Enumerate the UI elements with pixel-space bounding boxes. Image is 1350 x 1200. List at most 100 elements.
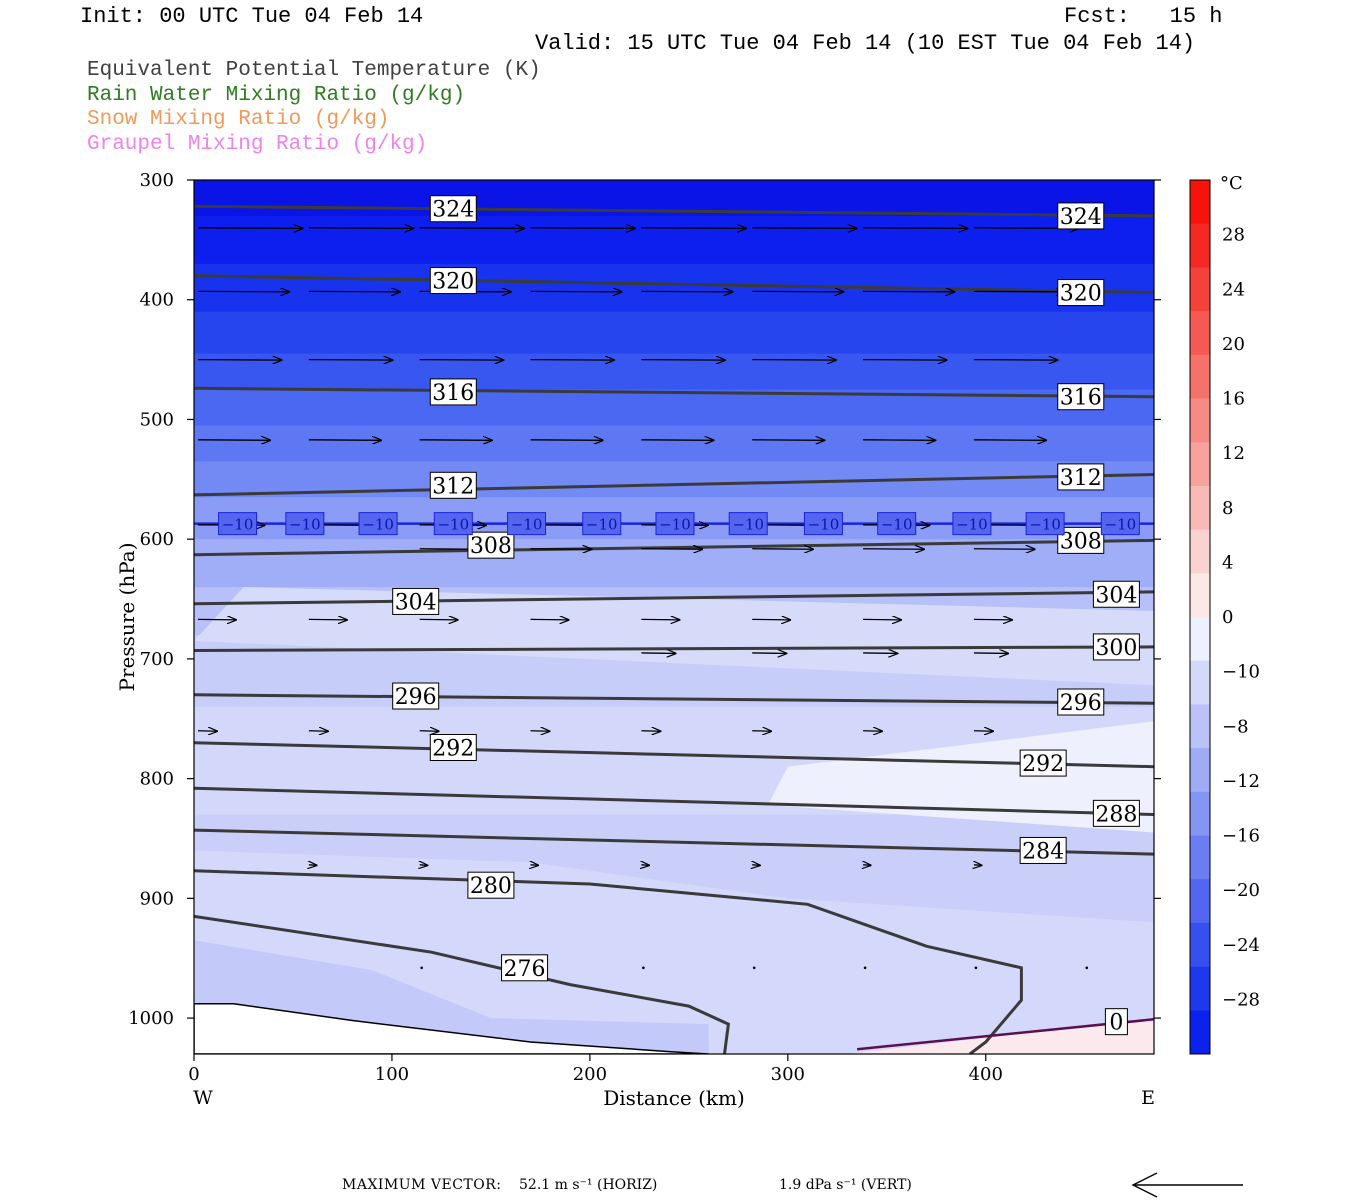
wind-vector [419, 440, 492, 441]
contour-label-box [392, 587, 440, 615]
colorbar-tick-label: 4 [1222, 552, 1233, 573]
colorbar-tick-label: −28 [1222, 989, 1260, 1010]
contour-label-box [1057, 526, 1105, 554]
wind-vector [863, 291, 954, 292]
isotherm-label-box [358, 512, 398, 536]
wind-vector [1085, 966, 1089, 970]
wind-vector [197, 291, 289, 292]
wind-vector [863, 865, 871, 866]
wind-vector [973, 653, 1008, 654]
colorbar-band-9 [1190, 573, 1210, 618]
contour-label: 308 [470, 534, 512, 559]
colorbar-band-3 [1190, 311, 1210, 356]
contour-label: 312 [1060, 466, 1102, 491]
y-tick-label: 400 [140, 290, 174, 311]
colorbar-tick-label: 20 [1222, 334, 1245, 355]
wind-vector [530, 360, 615, 361]
wind-vector [641, 291, 732, 292]
contour-label: 292 [1022, 752, 1064, 777]
contour-label-box [1057, 463, 1105, 491]
isotherm-label-box [285, 512, 325, 536]
temp-band-7 [194, 461, 1154, 498]
contour-label-box [1057, 383, 1105, 411]
isotherm-label: −10 [808, 516, 840, 534]
wind-vector [973, 360, 1058, 361]
wind-vector [641, 440, 713, 441]
wind-vector [863, 619, 901, 620]
temp-band-13 [194, 814, 1154, 1054]
colorbar-band-14 [1190, 791, 1210, 836]
temp-band-6 [194, 425, 1154, 462]
contour-label: 324 [432, 198, 474, 223]
wind-vector [863, 440, 935, 441]
contour-label-box [501, 954, 549, 982]
theta-e-contour-312 [194, 473, 1154, 497]
wind-vector [419, 619, 458, 620]
legend-graupel: Graupel Mixing Ratio (g/kg) [87, 133, 428, 156]
theta-e-contour-300 [194, 645, 1154, 652]
wind-vector [197, 525, 265, 526]
theta-e-contour-316 [194, 386, 1154, 399]
colorbar-band-17 [1190, 922, 1210, 968]
wind-vector [752, 619, 790, 620]
theta-e-contour-308 [194, 538, 1154, 557]
temp-band-3 [194, 311, 1154, 355]
colorbar-band-10 [1190, 617, 1210, 662]
wind-vector [530, 525, 598, 526]
wind-vector [973, 291, 1065, 292]
colorbar-band-6 [1190, 442, 1210, 487]
wind-vector [308, 619, 347, 620]
forecast-hour: Fcst: 15 h [1064, 4, 1223, 29]
colorbar-tick-label: −24 [1222, 935, 1260, 956]
wind-vector [530, 731, 550, 732]
theta-e-contour-280 [194, 869, 1023, 1054]
colorbar-tick-label: −8 [1222, 716, 1249, 737]
isotherm-label: −10 [362, 516, 394, 534]
colorbar-band-0 [1190, 180, 1210, 225]
colorbar-tick-label: −20 [1222, 880, 1260, 901]
wind-vector [752, 966, 756, 970]
theta-e-contour-288 [194, 786, 1154, 816]
wind-vector [308, 360, 393, 361]
isotherm-label-box [433, 512, 473, 536]
max-vector-label: MAXIMUM VECTOR: [342, 1177, 502, 1193]
colorbar-frame [1189, 179, 1211, 1055]
temp-band-4 [194, 353, 1154, 391]
isotherm-label: −10 [956, 516, 988, 534]
x-tick-label: 100 [375, 1064, 409, 1085]
contour-label-box [1092, 799, 1140, 827]
wind-vector [420, 966, 423, 970]
wind-vector [641, 525, 708, 526]
wind-vector [530, 549, 592, 550]
lower-band-region [194, 850, 1154, 1054]
contour-label-box [429, 471, 477, 499]
isotherm-label-box [218, 512, 258, 536]
isotherm-zero [856, 1018, 1154, 1051]
wind-vector [752, 549, 813, 550]
colorbar-tick-label: 24 [1222, 279, 1245, 300]
temp-band-1 [194, 215, 1154, 265]
wind-vector [641, 619, 679, 620]
x-tick-label: 400 [969, 1064, 1003, 1085]
wind-vector [641, 865, 649, 866]
wind-vector [309, 865, 317, 866]
colorbar-band-4 [1190, 354, 1210, 399]
contour-label-box [1057, 688, 1105, 716]
contour-label: 296 [395, 685, 437, 710]
wind-vector [752, 525, 819, 526]
legend-theta-e: Equivalent Potential Temperature (K) [87, 59, 541, 82]
wind-vector [308, 440, 381, 441]
theta-e-contour-284 [194, 828, 1154, 856]
theta-e-contour-304 [194, 590, 1154, 606]
contour-label-box [467, 871, 515, 899]
wind-vector [863, 360, 947, 361]
colorbar-band-5 [1190, 398, 1210, 443]
colorbar-band-11 [1190, 660, 1210, 705]
colorbar-tick-label: −16 [1222, 826, 1260, 847]
colorbar-band-12 [1190, 704, 1210, 749]
wind-vector [308, 731, 328, 732]
wind-vector [419, 360, 504, 361]
colorbar-band-15 [1190, 835, 1210, 880]
contour-label-box [1019, 836, 1067, 864]
temp-band-11 [194, 634, 1154, 708]
